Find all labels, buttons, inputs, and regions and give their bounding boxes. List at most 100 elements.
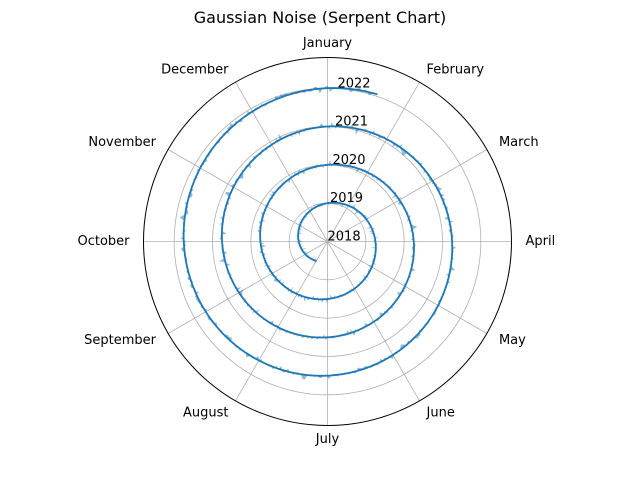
- noise-segment: [369, 129, 375, 136]
- noise-segment: [278, 133, 283, 140]
- noise-segment: [351, 203, 356, 208]
- noise-segment: [316, 86, 320, 94]
- year-labels: 2018 2019 2020 2021 2022: [328, 76, 371, 244]
- noise-segment: [301, 247, 307, 250]
- noise-segment: [281, 281, 285, 287]
- noise-segment: [235, 289, 245, 293]
- noise-segment: [331, 122, 334, 127]
- noise-segment: [328, 159, 331, 165]
- noise-segment: [330, 88, 333, 92]
- noise-segment: [410, 256, 416, 260]
- frame-circle: [143, 57, 512, 426]
- noise-segment: [352, 203, 356, 208]
- grid-spoke-march: [327, 149, 488, 242]
- noise-segment: [243, 298, 247, 303]
- noise-segment: [365, 226, 372, 230]
- noise-segment: [269, 193, 276, 197]
- noise-segment: [288, 286, 294, 292]
- month-label: August: [183, 405, 229, 420]
- noise-segment: [291, 132, 294, 138]
- noise-segment: [355, 128, 360, 135]
- noise-segment: [263, 263, 268, 267]
- noise-segment: [225, 264, 231, 268]
- noise-segment: [340, 203, 342, 206]
- noise-segment: [314, 259, 317, 264]
- noise-segment: [277, 186, 282, 189]
- noise-segment: [330, 200, 332, 204]
- noise-segment: [302, 374, 306, 380]
- year-label: 2021: [335, 115, 368, 130]
- noise-segment: [352, 165, 355, 170]
- noise-segment: [312, 255, 316, 260]
- noise-segment: [333, 199, 335, 203]
- noise-segment: [365, 227, 372, 230]
- noise-segment: [411, 267, 416, 271]
- grid-spoke-december: [235, 81, 328, 242]
- noise-segment: [294, 235, 301, 236]
- month-label: February: [427, 63, 485, 78]
- noise-segment: [258, 242, 265, 244]
- year-label: 2019: [330, 191, 363, 206]
- noise-segment: [368, 230, 373, 233]
- noise-segment: [179, 215, 185, 219]
- noise-segment: [263, 265, 270, 267]
- noise-segment: [325, 299, 327, 303]
- noise-segment: [298, 240, 303, 242]
- month-label: July: [315, 432, 340, 447]
- month-label: April: [526, 234, 556, 249]
- noise-segment: [302, 217, 305, 220]
- polar-frame: [143, 57, 512, 426]
- noise-segment: [374, 237, 379, 239]
- noise-segment: [300, 248, 306, 251]
- month-label: September: [84, 333, 157, 348]
- noise-segment: [410, 269, 416, 271]
- noise-segment: [368, 230, 376, 233]
- noise-segment: [411, 225, 418, 228]
- noise-segment: [225, 335, 230, 339]
- noise-segment: [220, 233, 227, 236]
- noise-segment: [179, 217, 185, 222]
- grid-spoke-february: [327, 81, 420, 242]
- spiral-path: [182, 87, 454, 377]
- month-labels: January February March April May June July Augu…: [77, 36, 555, 447]
- noise-segment: [450, 245, 457, 248]
- noise-segment: [324, 334, 326, 341]
- noise-segment: [278, 133, 281, 142]
- grid-spoke-may: [327, 241, 488, 334]
- noise-segment: [330, 294, 332, 299]
- noise-segment: [326, 298, 329, 303]
- noise-segment: [450, 266, 456, 271]
- month-label: December: [161, 63, 229, 78]
- noise-segment: [409, 228, 415, 231]
- noise-segment: [298, 233, 303, 235]
- noise-segment: [299, 247, 303, 249]
- month-label: November: [88, 135, 156, 150]
- month-label: January: [302, 36, 353, 51]
- noise-segment: [221, 231, 227, 234]
- noise-segment: [303, 296, 306, 302]
- month-label: June: [426, 405, 455, 420]
- noise-segment: [353, 210, 359, 215]
- noise-segment: [235, 287, 242, 293]
- spiral-line: [182, 87, 454, 377]
- noise-segment: [311, 255, 316, 260]
- noise-segment: [269, 193, 274, 198]
- year-label: 2022: [337, 76, 370, 91]
- polar-grid: [143, 57, 512, 426]
- noise-segment: [314, 260, 317, 264]
- month-label: March: [499, 135, 539, 150]
- noise-segment: [304, 374, 308, 380]
- noise-segment: [452, 247, 457, 250]
- noise-segment: [219, 260, 226, 263]
- grid-spoke-september: [167, 241, 328, 334]
- month-label: May: [499, 333, 526, 348]
- noise-segment: [245, 165, 252, 169]
- month-label: October: [77, 234, 130, 249]
- noise-segment: [298, 232, 303, 235]
- noise-segment: [227, 126, 231, 130]
- noise-segment: [329, 294, 331, 299]
- year-label: 2018: [328, 230, 361, 245]
- noise-segment: [219, 258, 225, 262]
- noise-segment: [353, 209, 358, 215]
